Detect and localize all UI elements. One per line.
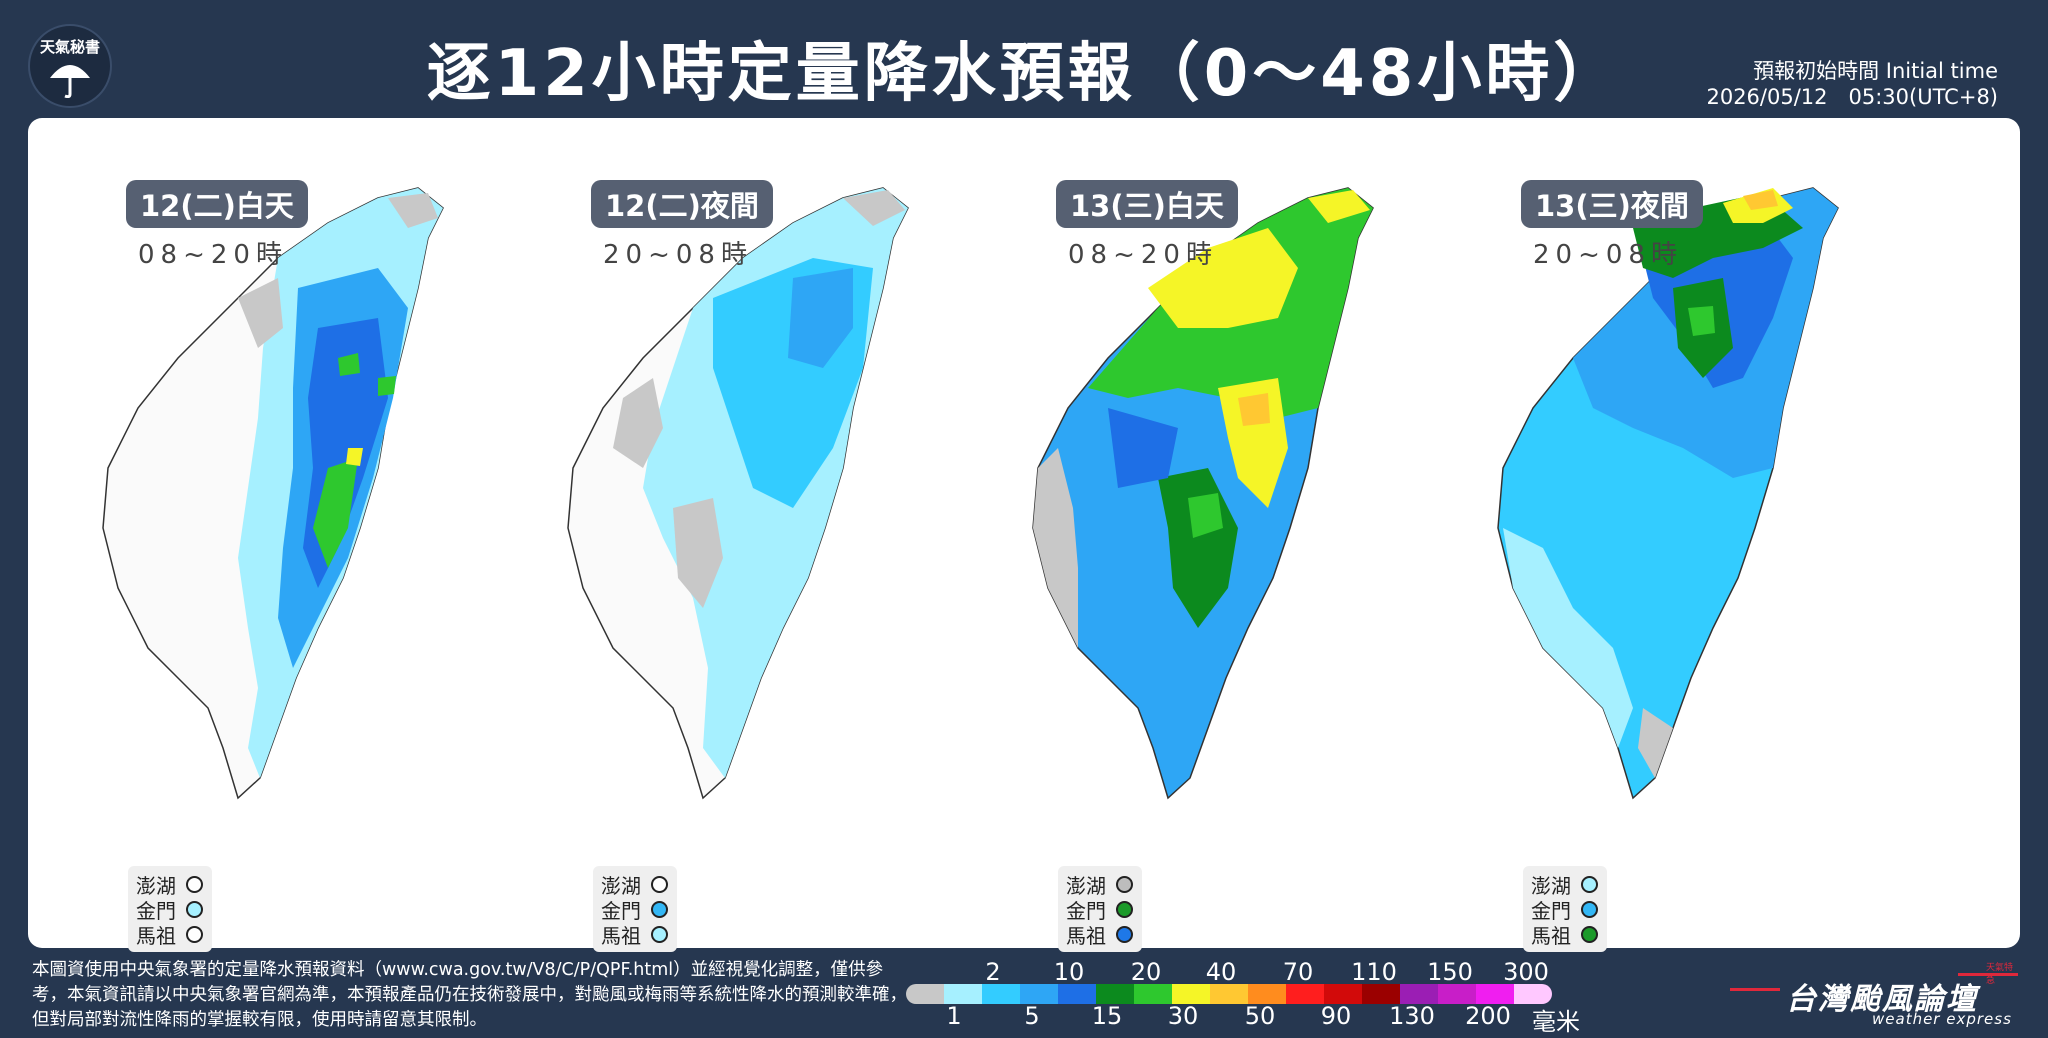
island-matsu: 馬祖 xyxy=(601,922,669,948)
scale-seg xyxy=(1210,984,1248,1004)
period-badge: 13(三)夜間 xyxy=(1521,180,1703,228)
island-matsu: 馬祖 xyxy=(1066,922,1134,948)
scale-seg xyxy=(1476,984,1514,1004)
scale-seg xyxy=(1020,984,1058,1004)
island-dot xyxy=(1116,926,1133,943)
brand-name: 台灣颱風論壇 xyxy=(1786,982,1978,1017)
island-dot xyxy=(1581,901,1598,918)
period-badge: 13(三)白天 xyxy=(1056,180,1238,228)
logo-text: 天氣秘書 xyxy=(39,38,100,56)
brand-sub: weather express xyxy=(1872,1010,2012,1028)
disclaimer-text: 本圖資使用中央氣象署的定量降水預報資料（www.cwa.gov.tw/V8/C/… xyxy=(32,960,907,1030)
island-dot xyxy=(186,901,203,918)
island-dot xyxy=(1581,876,1598,893)
scale-seg xyxy=(1248,984,1286,1004)
island-penghu: 澎湖 xyxy=(601,872,669,898)
scale-seg xyxy=(906,984,944,1004)
scale-seg xyxy=(1096,984,1134,1004)
islands-legend: 澎湖 金門 馬祖 xyxy=(1523,866,1607,952)
scale-tick: 50 xyxy=(1244,1002,1276,1030)
period-badge: 12(二)夜間 xyxy=(591,180,773,228)
taiwan-rain-map-1 xyxy=(102,187,444,800)
period-badge: 12(二)白天 xyxy=(126,180,308,228)
initial-time: 預報初始時間 Initial time 2026/05/12 05:30(UTC… xyxy=(1706,58,1998,110)
scale-top-ticks: 2 10 20 40 70 110 150 300 xyxy=(906,958,1666,986)
island-kinmen: 金門 xyxy=(601,897,669,923)
scale-tick: 110 xyxy=(1351,958,1397,986)
taiwan-rain-map-2 xyxy=(567,187,909,800)
brand-accent-line xyxy=(1958,973,2018,976)
scale-tick: 300 xyxy=(1503,958,1549,986)
scale-tick: 5 xyxy=(1024,1002,1040,1030)
taiwan-rain-map-3 xyxy=(1032,187,1374,800)
island-kinmen: 金門 xyxy=(1531,897,1599,923)
taiwan-rain-map-4 xyxy=(1497,187,1839,800)
scale-tick: 150 xyxy=(1427,958,1473,986)
scale-seg xyxy=(1058,984,1096,1004)
scale-tick: 70 xyxy=(1282,958,1314,986)
island-dot xyxy=(1116,876,1133,893)
islands-legend: 澎湖 金門 馬祖 xyxy=(128,866,212,952)
scale-unit: 毫米 xyxy=(1532,1008,1580,1036)
scale-seg xyxy=(1438,984,1476,1004)
island-dot xyxy=(1581,926,1598,943)
scale-bottom-ticks: 1 5 15 30 50 90 130 200 毫米 xyxy=(906,1002,1666,1036)
island-dot xyxy=(186,876,203,893)
scale-tick: 200 xyxy=(1465,1002,1511,1030)
island-penghu: 澎湖 xyxy=(1066,872,1134,898)
color-bar xyxy=(906,984,1552,1004)
island-dot xyxy=(651,901,668,918)
scale-tick: 15 xyxy=(1091,1002,1123,1030)
period-hours: 20~08時 xyxy=(1533,240,1683,270)
initial-time-value: 2026/05/12 05:30(UTC+8) xyxy=(1706,85,1998,109)
island-kinmen: 金門 xyxy=(1066,897,1134,923)
period-hours: 08~20時 xyxy=(138,240,288,270)
scale-tick: 90 xyxy=(1320,1002,1352,1030)
scale-seg xyxy=(1286,984,1324,1004)
brand-tag: 天氣特急 xyxy=(1986,963,2014,986)
scale-seg xyxy=(1324,984,1362,1004)
scale-tick: 1 xyxy=(946,1002,962,1030)
scale-tick: 20 xyxy=(1130,958,1162,986)
scale-tick: 10 xyxy=(1053,958,1085,986)
scale-seg xyxy=(982,984,1020,1004)
scale-tick: 40 xyxy=(1205,958,1237,986)
island-dot xyxy=(651,926,668,943)
brand-logo: 天氣特急 台灣颱風論壇 weather express xyxy=(1730,963,2020,1030)
period-hours: 08~20時 xyxy=(1068,240,1218,270)
island-kinmen: 金門 xyxy=(136,897,204,923)
scale-tick: 2 xyxy=(985,958,1001,986)
scale-seg xyxy=(1134,984,1172,1004)
map-panel-1: 12(二)白天 08~20時 澎湖 金門 馬祖 xyxy=(48,148,518,952)
scale-seg xyxy=(944,984,982,1004)
scale-seg xyxy=(1514,984,1552,1004)
scale-seg xyxy=(1172,984,1210,1004)
scale-tick: 30 xyxy=(1167,1002,1199,1030)
initial-time-label: 預報初始時間 Initial time xyxy=(1753,59,1998,83)
island-matsu: 馬祖 xyxy=(1531,922,1599,948)
island-dot xyxy=(186,926,203,943)
island-matsu: 馬祖 xyxy=(136,922,204,948)
scale-tick: 130 xyxy=(1389,1002,1435,1030)
scale-seg xyxy=(1400,984,1438,1004)
scale-seg xyxy=(1362,984,1400,1004)
brand-accent-line xyxy=(1730,988,1780,991)
map-panel-3: 13(三)白天 08~20時 澎湖 金門 馬祖 xyxy=(978,148,1448,952)
maps-panel: 12(二)白天 08~20時 澎湖 金門 馬祖 12(二)夜間 20~08時 澎… xyxy=(28,118,2020,952)
map-panel-2: 12(二)夜間 20~08時 澎湖 金門 馬祖 xyxy=(513,148,983,952)
map-panel-4: 13(三)夜間 20~08時 澎湖 金門 馬祖 xyxy=(1443,148,1913,952)
island-dot xyxy=(651,876,668,893)
island-dot xyxy=(1116,901,1133,918)
period-hours: 20~08時 xyxy=(603,240,753,270)
logo: 天氣秘書 xyxy=(28,24,112,108)
islands-legend: 澎湖 金門 馬祖 xyxy=(1058,866,1142,952)
island-penghu: 澎湖 xyxy=(136,872,204,898)
island-penghu: 澎湖 xyxy=(1531,872,1599,898)
umbrella-icon xyxy=(50,65,90,98)
islands-legend: 澎湖 金門 馬祖 xyxy=(593,866,677,952)
page-title: 逐12小時定量降水預報（0～48小時） xyxy=(426,37,1622,111)
